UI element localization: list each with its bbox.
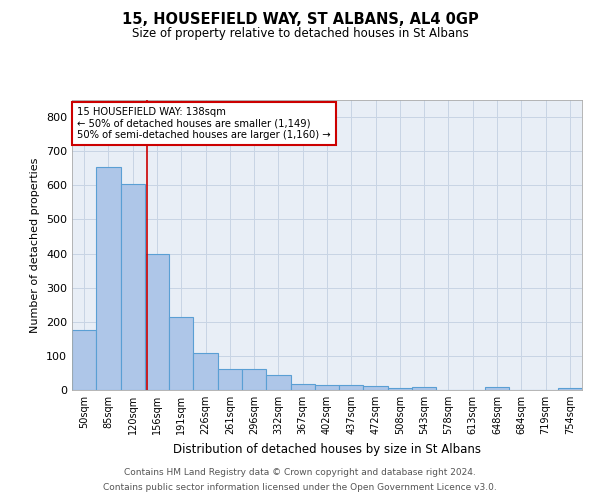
Bar [242,368,266,390]
Bar [96,166,121,390]
Bar [558,388,582,390]
Bar [412,388,436,390]
Bar [290,384,315,390]
Bar [72,330,96,390]
Text: 15, HOUSEFIELD WAY, ST ALBANS, AL4 0GP: 15, HOUSEFIELD WAY, ST ALBANS, AL4 0GP [122,12,478,28]
Bar [218,368,242,390]
Text: Contains public sector information licensed under the Open Government Licence v3: Contains public sector information licen… [103,483,497,492]
Bar [145,254,169,390]
Text: 15 HOUSEFIELD WAY: 138sqm
← 50% of detached houses are smaller (1,149)
50% of se: 15 HOUSEFIELD WAY: 138sqm ← 50% of detac… [77,108,331,140]
Text: Contains HM Land Registry data © Crown copyright and database right 2024.: Contains HM Land Registry data © Crown c… [124,468,476,477]
Bar [266,374,290,390]
Bar [193,354,218,390]
Bar [388,388,412,390]
Text: Size of property relative to detached houses in St Albans: Size of property relative to detached ho… [131,28,469,40]
Bar [169,316,193,390]
Bar [315,384,339,390]
Bar [339,385,364,390]
Bar [485,388,509,390]
Text: Distribution of detached houses by size in St Albans: Distribution of detached houses by size … [173,442,481,456]
Bar [364,386,388,390]
Y-axis label: Number of detached properties: Number of detached properties [31,158,40,332]
Bar [121,184,145,390]
